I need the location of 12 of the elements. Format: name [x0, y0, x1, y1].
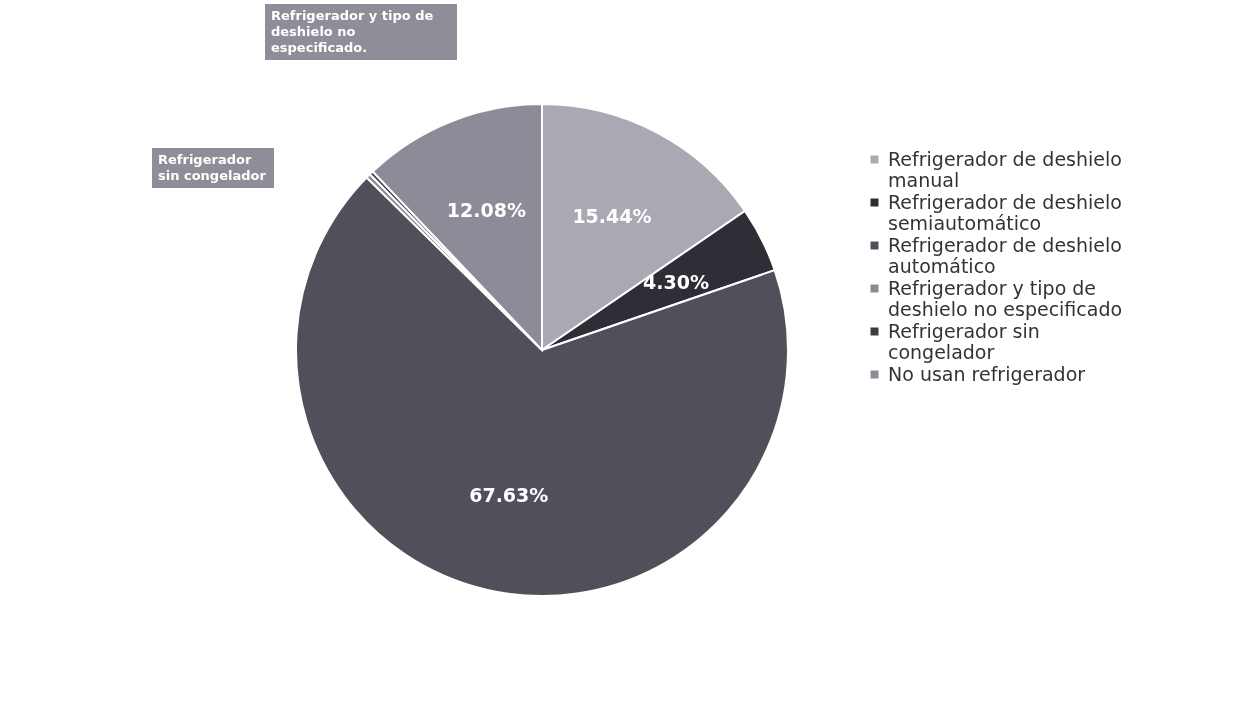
legend-label: Refrigerador y tipo de deshielo no especificado [888, 276, 1123, 320]
legend-label: Refrigerador de deshielo manual [888, 147, 1122, 191]
text: Refrigerador sin congelador [152, 148, 274, 188]
legend-label: Refrigerador sin congelador [888, 319, 1040, 363]
legend-label: No usan refrigerador [888, 362, 1086, 385]
data-label: 4.30% [643, 270, 709, 293]
data-label: 15.44% [572, 205, 652, 228]
data-label: 67.63% [469, 484, 549, 507]
legend-label: Refrigerador de deshielo automático [888, 233, 1122, 277]
text: Refrigerador y tipo de deshielo no especificado. [265, 4, 457, 60]
data-label: 12.08% [446, 198, 526, 221]
legend-label: Refrigerador de deshielo semiautomático [888, 190, 1122, 234]
